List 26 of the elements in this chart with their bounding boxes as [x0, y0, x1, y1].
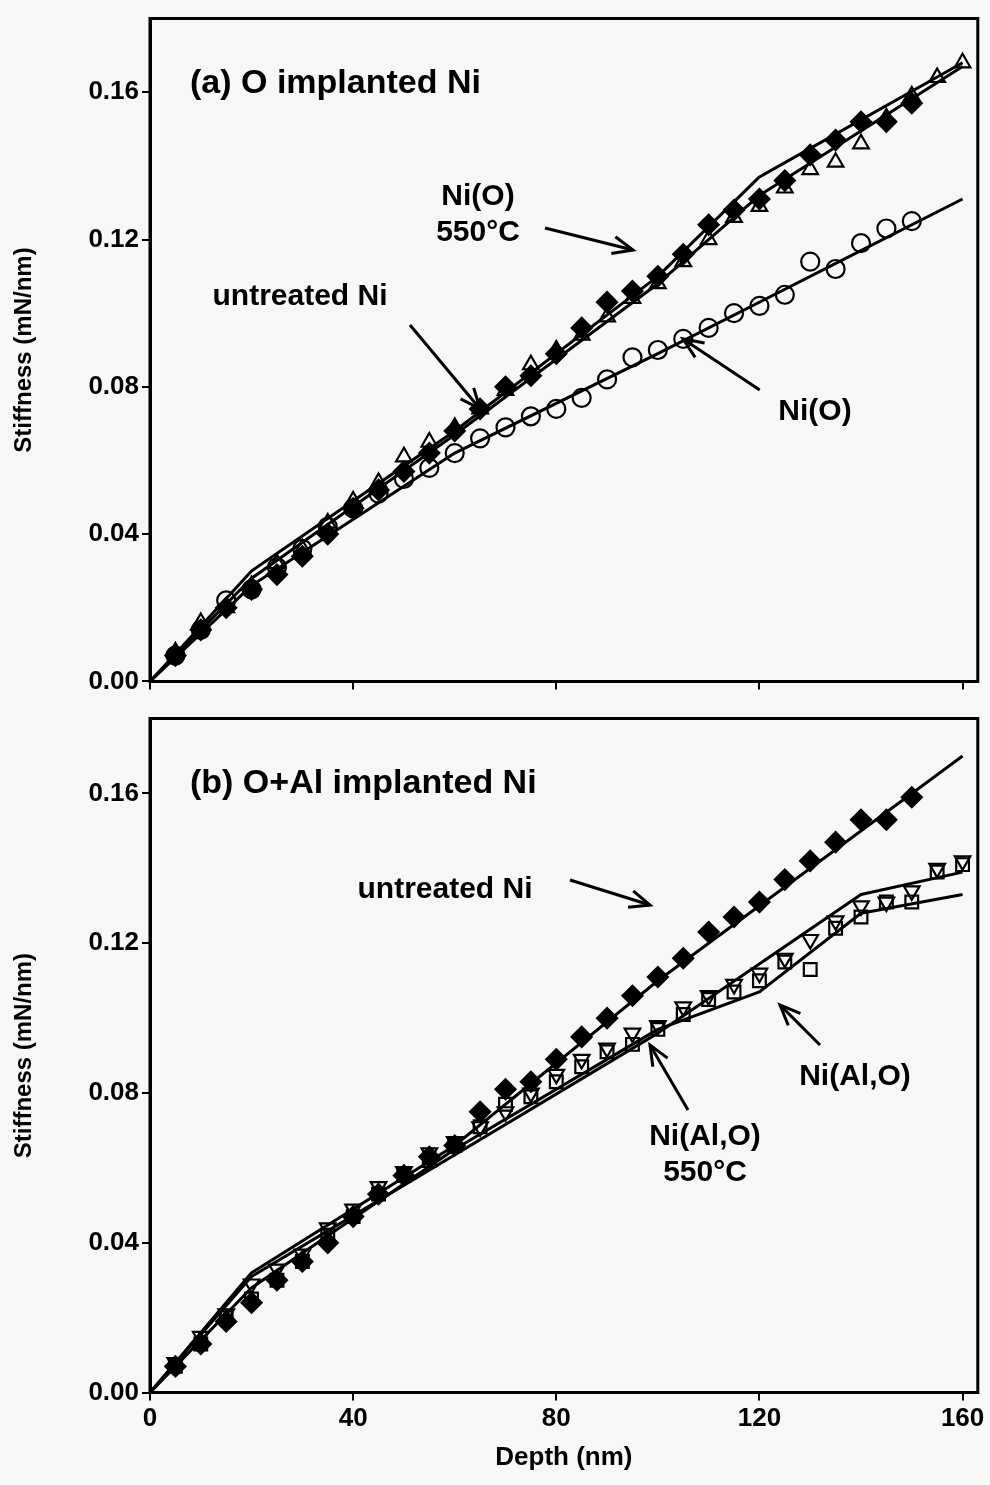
text: (b) O+Al implanted Ni	[190, 761, 537, 800]
y-tick-label: 0.16	[88, 75, 139, 106]
annotation: Ni(Al,O) 550°C	[649, 1118, 761, 1188]
y-tick-label: 0.00	[88, 664, 139, 695]
x-tick-label: 160	[940, 1402, 985, 1433]
x-tick-label: 80	[541, 1402, 571, 1433]
y-axis-title: Stiffness (mN/nm)	[9, 952, 37, 1159]
y-tick-label: 0.04	[88, 517, 140, 548]
x-tick-label: 0	[142, 1402, 158, 1433]
annotation: Ni(O)	[778, 393, 852, 427]
annotation: Ni(Al,O)	[799, 1058, 911, 1092]
y-tick-label: 0.08	[88, 1076, 139, 1107]
text: (a) O implanted Ni	[190, 61, 481, 100]
y-tick-label: 0.16	[88, 776, 139, 807]
y-tick-label: 0.12	[88, 222, 139, 253]
y-tick-label: 0.12	[88, 926, 139, 957]
y-tick-label: 0.08	[88, 369, 139, 400]
x-tick-label: 120	[737, 1402, 782, 1433]
annotation: untreated Ni	[212, 278, 388, 312]
y-tick-label: 0.04	[88, 1225, 140, 1256]
y-axis-title: Stiffness (mN/nm)	[9, 247, 37, 453]
y-tick-label: 0.00	[88, 1375, 139, 1406]
annotation: untreated Ni	[357, 871, 533, 905]
annotation: Ni(O) 550°C	[436, 178, 520, 248]
x-tick-label: 40	[338, 1402, 368, 1433]
x-axis-title: Depth (nm)	[495, 1440, 633, 1471]
